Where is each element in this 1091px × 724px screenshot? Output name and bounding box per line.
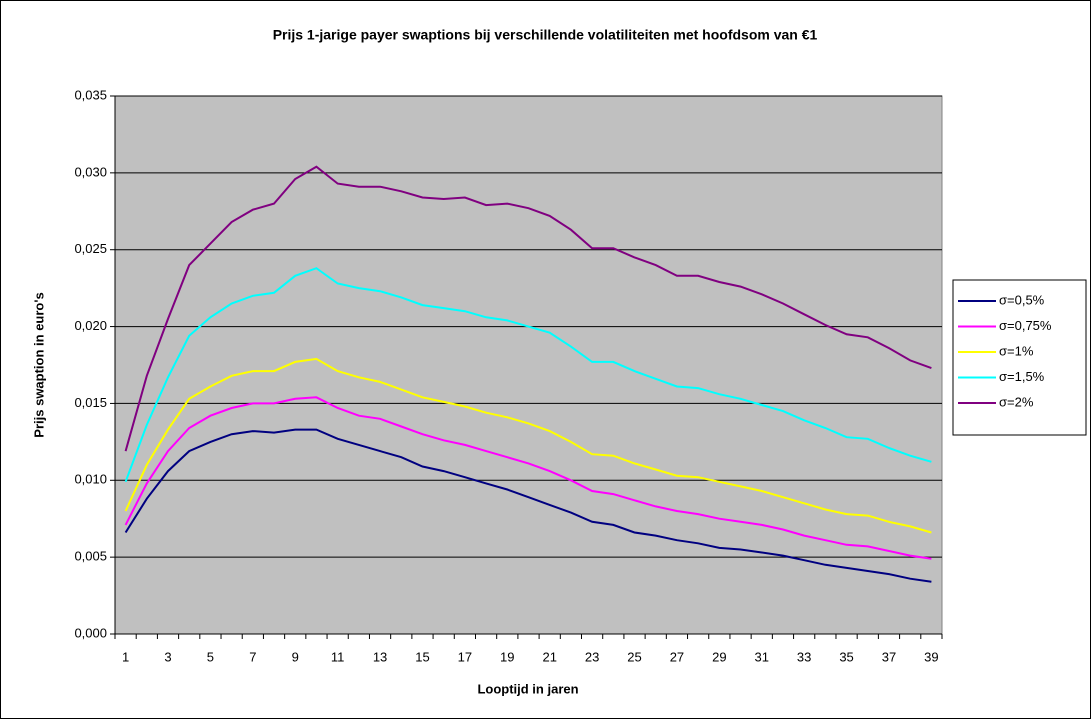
y-axis-label: Prijs swaption in euro's xyxy=(31,292,46,437)
legend-label: σ=0,5% xyxy=(999,292,1045,307)
x-tick-label: 17 xyxy=(458,649,472,664)
x-tick-label: 11 xyxy=(331,649,345,664)
x-tick-label: 33 xyxy=(797,649,811,664)
legend xyxy=(952,279,1087,436)
y-tick-label: 0,015 xyxy=(74,395,107,410)
series-line xyxy=(124,267,932,483)
x-tick-label: 37 xyxy=(882,649,896,664)
legend-label: σ=0,75% xyxy=(999,318,1052,333)
series-line xyxy=(124,428,932,583)
x-tick-label: 21 xyxy=(542,649,556,664)
x-tick-label: 9 xyxy=(292,649,299,664)
x-tick-label: 25 xyxy=(627,649,641,664)
x-tick-label: 7 xyxy=(249,649,256,664)
legend-label: σ=1,5% xyxy=(999,369,1045,384)
y-tick-label: 0,005 xyxy=(74,549,107,564)
x-tick-label: 15 xyxy=(415,649,429,664)
y-tick-label: 0,010 xyxy=(74,472,107,487)
x-tick-label: 35 xyxy=(839,649,853,664)
x-tick-label: 19 xyxy=(500,649,514,664)
y-tick-label: 0,030 xyxy=(74,164,107,179)
x-tick-label: 1 xyxy=(122,649,129,664)
x-axis-label: Looptijd in jaren xyxy=(477,681,578,696)
x-tick-label: 23 xyxy=(585,649,599,664)
plot-area xyxy=(114,95,943,635)
x-tick-label: 31 xyxy=(755,649,769,664)
x-tick-label: 13 xyxy=(373,649,387,664)
y-tick-label: 0,035 xyxy=(74,87,107,102)
series-line xyxy=(124,396,932,560)
x-tick-label: 29 xyxy=(712,649,726,664)
series-line xyxy=(124,165,932,452)
x-tick-label: 3 xyxy=(164,649,171,664)
x-tick-label: 27 xyxy=(670,649,684,664)
legend-label: σ=1% xyxy=(999,343,1034,358)
y-tick-label: 0,000 xyxy=(74,625,107,640)
legend-label: σ=2% xyxy=(999,394,1034,409)
x-tick-label: 39 xyxy=(924,649,938,664)
y-tick-label: 0,025 xyxy=(74,241,107,256)
series-line xyxy=(124,357,932,534)
x-tick-label: 5 xyxy=(207,649,214,664)
y-tick-label: 0,020 xyxy=(74,318,107,333)
chart-title: Prijs 1-jarige payer swaptions bij versc… xyxy=(273,27,818,43)
